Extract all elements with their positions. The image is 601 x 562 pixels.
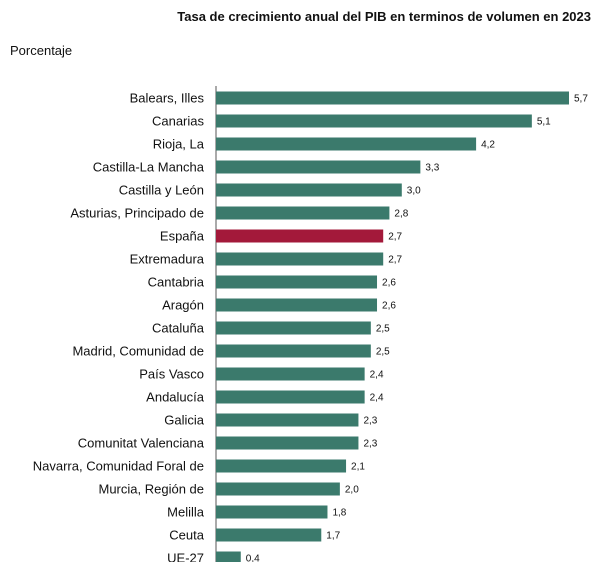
category-label: Ceuta	[169, 528, 204, 543]
bar	[216, 528, 322, 542]
chart-title: Tasa de crecimiento anual del PIB en ter…	[177, 9, 591, 24]
category-label: Melilla	[167, 505, 205, 520]
bar	[216, 551, 241, 562]
data-label: 2,0	[345, 485, 359, 496]
category-label: Canarias	[152, 114, 205, 129]
category-label: Comunitat Valenciana	[78, 436, 205, 451]
bar	[216, 413, 359, 427]
bar	[216, 344, 371, 358]
category-label: Extremadura	[130, 252, 205, 267]
category-label: Navarra, Comunidad Foral de	[33, 459, 204, 474]
data-label: 2,5	[376, 324, 390, 335]
bar	[216, 390, 365, 404]
data-label: 5,7	[574, 94, 588, 105]
category-label: Galicia	[164, 413, 205, 428]
bar	[216, 436, 359, 450]
category-label: Balears, Illes	[130, 91, 205, 106]
bar	[216, 275, 378, 289]
data-label: 2,1	[351, 462, 365, 473]
category-label: Madrid, Comunidad de	[72, 344, 204, 359]
bar	[216, 229, 384, 243]
unit-label: Porcentaje	[10, 43, 73, 58]
data-label: 2,5	[376, 347, 390, 358]
data-label: 4,2	[481, 140, 495, 151]
category-label: Asturias, Principado de	[70, 206, 204, 221]
category-label: España	[160, 229, 205, 244]
category-label: País Vasco	[139, 367, 204, 382]
data-label: 2,3	[363, 416, 377, 427]
data-label: 1,8	[332, 508, 346, 519]
bar	[216, 137, 477, 151]
data-label: 2,8	[394, 209, 408, 220]
data-label: 2,6	[382, 278, 396, 289]
category-label: Murcia, Región de	[99, 482, 205, 497]
bar	[216, 206, 390, 220]
data-label: 3,0	[407, 186, 421, 197]
category-label: Rioja, La	[153, 137, 205, 152]
bar	[216, 459, 347, 473]
bar	[216, 482, 340, 496]
data-label: 2,7	[388, 232, 402, 243]
category-label: Aragón	[162, 298, 204, 313]
data-label: 2,4	[370, 393, 384, 404]
data-label: 2,7	[388, 255, 402, 266]
bar	[216, 321, 371, 335]
bar	[216, 252, 384, 266]
data-label: 2,6	[382, 301, 396, 312]
bar	[216, 114, 532, 128]
bar	[216, 367, 365, 381]
data-label: 5,1	[537, 117, 551, 128]
data-label: 0,4	[246, 554, 260, 562]
bar	[216, 298, 378, 312]
data-label: 2,4	[370, 370, 384, 381]
data-label: 3,3	[425, 163, 439, 174]
data-label: 1,7	[326, 531, 340, 542]
category-label: UE-27	[167, 551, 204, 562]
category-label: Castilla y León	[119, 183, 204, 198]
data-label: 2,3	[363, 439, 377, 450]
category-label: Cataluña	[152, 321, 205, 336]
category-label: Cantabria	[148, 275, 205, 290]
bar	[216, 505, 328, 519]
bar	[216, 160, 421, 174]
bar	[216, 183, 402, 197]
category-label: Andalucía	[146, 390, 205, 405]
category-label: Castilla-La Mancha	[93, 160, 205, 175]
bar	[216, 91, 569, 105]
